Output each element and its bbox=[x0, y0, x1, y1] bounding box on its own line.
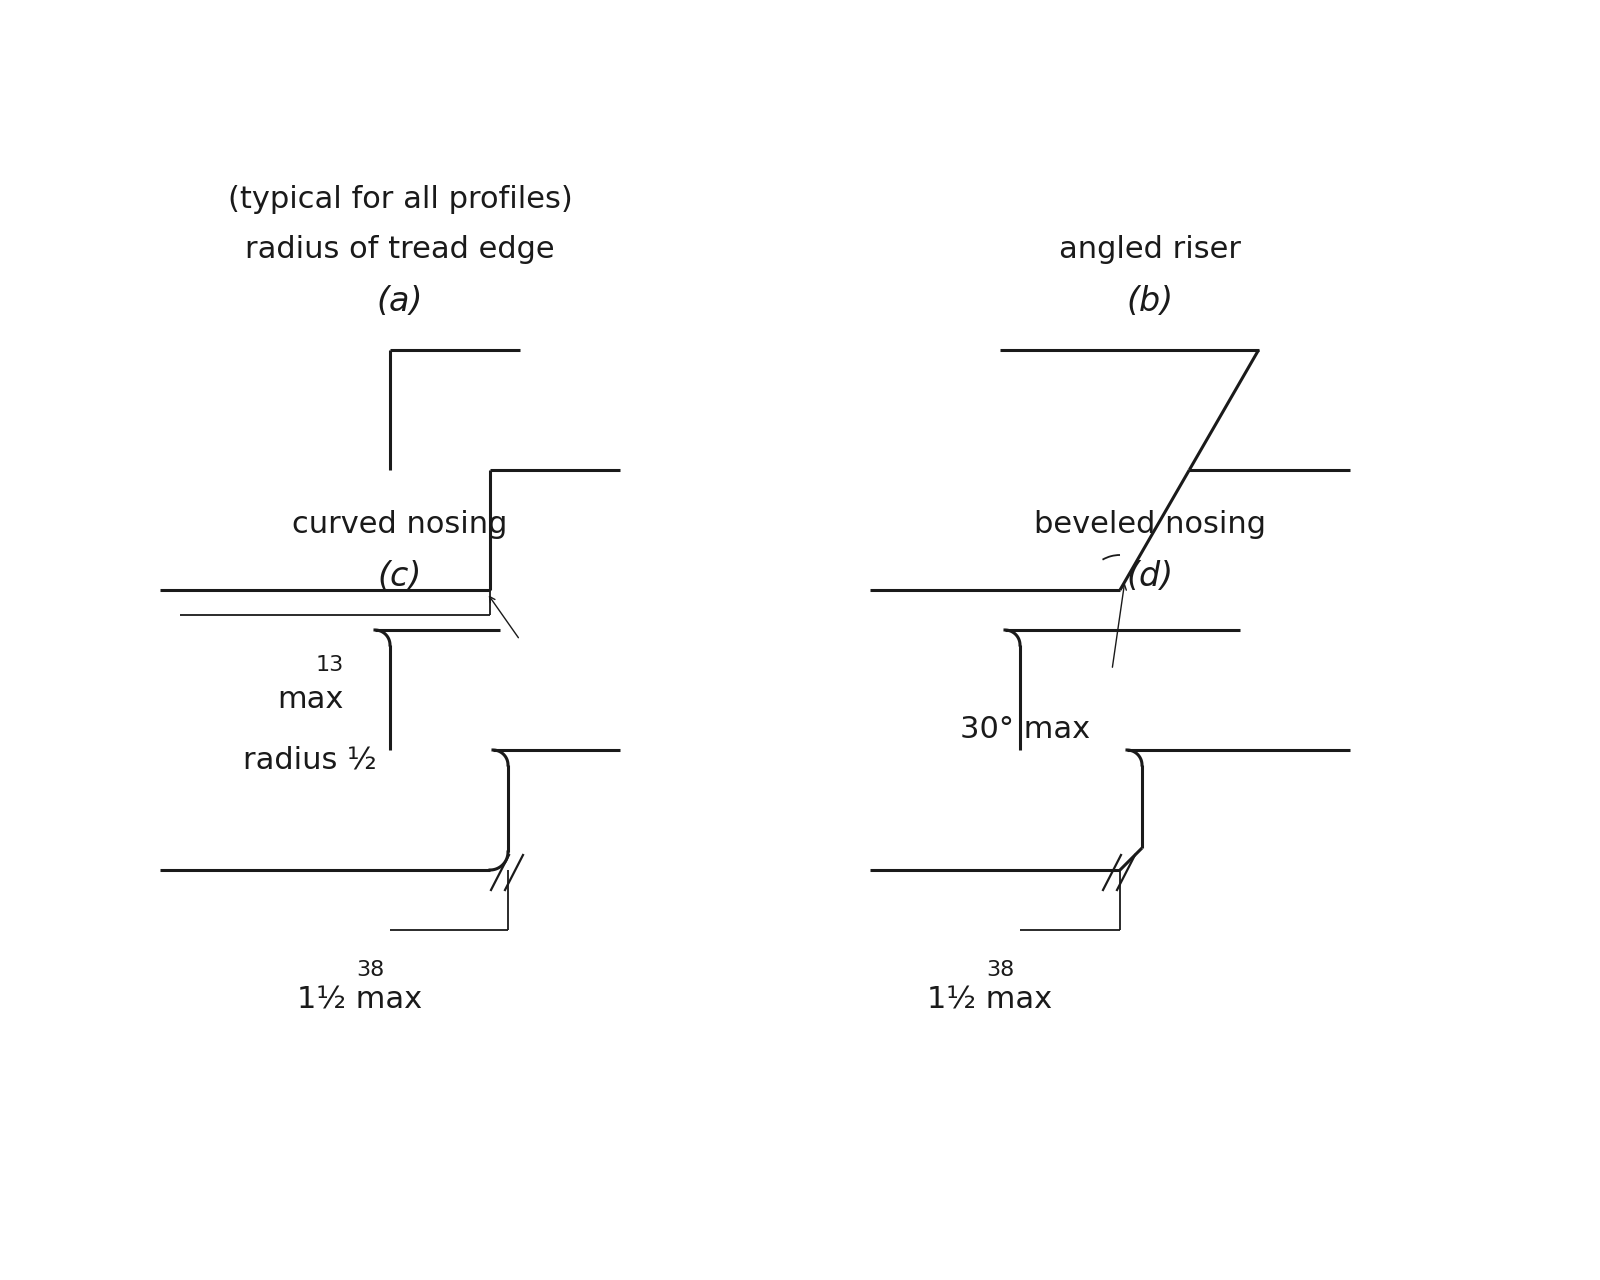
Text: 30° max: 30° max bbox=[960, 716, 1090, 745]
Text: 38: 38 bbox=[986, 960, 1014, 980]
Text: radius ½: radius ½ bbox=[243, 745, 378, 774]
Text: 38: 38 bbox=[355, 960, 384, 980]
Text: 1½ max: 1½ max bbox=[928, 986, 1053, 1015]
Text: max: max bbox=[277, 686, 342, 714]
Text: curved nosing: curved nosing bbox=[293, 509, 507, 539]
Text: (typical for all profiles): (typical for all profiles) bbox=[227, 186, 573, 214]
Text: (d): (d) bbox=[1126, 561, 1173, 593]
Text: (b): (b) bbox=[1126, 285, 1173, 317]
Text: angled riser: angled riser bbox=[1059, 236, 1242, 264]
Text: radius of tread edge: radius of tread edge bbox=[245, 236, 555, 264]
Text: 1½ max: 1½ max bbox=[298, 986, 422, 1015]
Text: (a): (a) bbox=[376, 285, 424, 317]
Text: (c): (c) bbox=[378, 561, 422, 593]
Text: 13: 13 bbox=[315, 655, 344, 675]
Text: beveled nosing: beveled nosing bbox=[1034, 509, 1266, 539]
